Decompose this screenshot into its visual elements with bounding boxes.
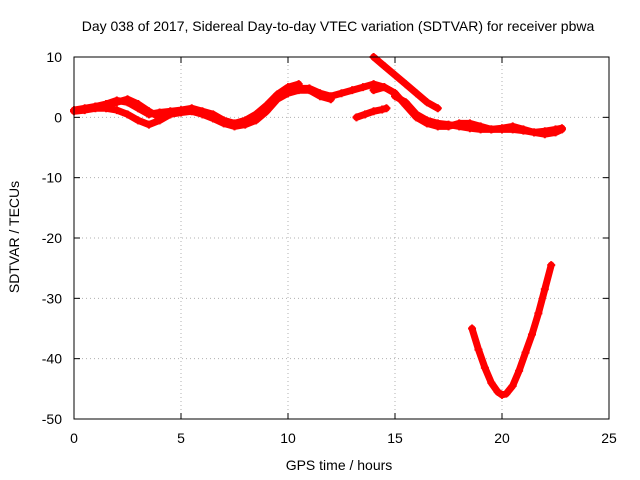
data-point bbox=[80, 106, 89, 115]
data-point bbox=[219, 118, 228, 127]
series-arc-8 bbox=[468, 261, 555, 399]
data-point bbox=[348, 86, 357, 95]
data-point bbox=[530, 128, 539, 137]
data-point bbox=[273, 94, 282, 103]
data-point bbox=[337, 89, 346, 98]
data-point bbox=[540, 285, 549, 294]
data-point bbox=[547, 261, 556, 270]
axis-ticks: 0 5 10 15 20 25 10 0 -10 -20 -30 -40 -50 bbox=[42, 49, 617, 446]
data-point bbox=[102, 101, 111, 110]
y-tick-label: -10 bbox=[42, 170, 62, 186]
data-point bbox=[382, 104, 391, 113]
grid bbox=[74, 57, 609, 419]
y-tick-label: 0 bbox=[54, 109, 62, 125]
data-point bbox=[230, 120, 239, 129]
data-point bbox=[412, 89, 421, 98]
y-axis-label: SDTVAR / TECUs bbox=[6, 181, 22, 293]
data-point bbox=[519, 125, 528, 134]
data-point bbox=[498, 124, 506, 133]
data-point bbox=[444, 120, 453, 129]
data-point bbox=[284, 87, 292, 96]
data-point bbox=[112, 98, 121, 107]
data-point bbox=[177, 107, 185, 116]
data-point bbox=[112, 106, 121, 115]
data-point bbox=[241, 118, 250, 127]
data-point bbox=[380, 62, 389, 71]
data-point bbox=[557, 125, 566, 134]
data-point bbox=[352, 113, 361, 122]
x-axis-label: GPS time / hours bbox=[286, 457, 393, 473]
x-tick-label: 15 bbox=[387, 430, 403, 446]
data-point bbox=[480, 363, 489, 372]
data-point bbox=[433, 104, 442, 113]
x-tick-label: 0 bbox=[70, 430, 78, 446]
data-point bbox=[487, 125, 496, 134]
data-point bbox=[540, 130, 549, 139]
data-point bbox=[391, 71, 399, 80]
data-point bbox=[361, 110, 370, 119]
data-point bbox=[487, 378, 496, 387]
data-point bbox=[251, 113, 260, 122]
data-point bbox=[134, 116, 143, 125]
data-point bbox=[187, 106, 196, 115]
data-point bbox=[262, 104, 271, 113]
y-tick-label: -50 bbox=[42, 411, 62, 427]
data-point bbox=[209, 113, 218, 122]
data-point bbox=[401, 80, 410, 89]
data-point bbox=[326, 92, 335, 101]
x-tick-label: 10 bbox=[280, 430, 296, 446]
data-point bbox=[433, 119, 442, 128]
data-point bbox=[369, 107, 378, 116]
data-point bbox=[123, 110, 132, 119]
data-point bbox=[378, 105, 387, 114]
data-point bbox=[144, 120, 153, 129]
x-tick-label: 20 bbox=[494, 430, 510, 446]
data-point bbox=[508, 381, 517, 390]
data-point bbox=[468, 324, 477, 333]
data-point bbox=[123, 95, 132, 104]
data-point bbox=[401, 98, 410, 107]
y-tick-label: 10 bbox=[46, 49, 62, 65]
data-series bbox=[70, 53, 566, 399]
data-point bbox=[551, 128, 560, 137]
y-tick-label: -20 bbox=[42, 230, 62, 246]
data-point bbox=[534, 309, 543, 318]
data-point bbox=[391, 92, 399, 101]
data-point bbox=[144, 107, 153, 116]
data-point bbox=[423, 116, 432, 125]
data-point bbox=[380, 83, 389, 92]
data-point bbox=[155, 113, 164, 122]
data-point bbox=[498, 390, 506, 399]
data-point bbox=[294, 84, 303, 93]
data-point bbox=[412, 110, 421, 119]
data-point bbox=[369, 86, 378, 95]
data-point bbox=[91, 102, 100, 111]
data-point bbox=[502, 389, 511, 398]
data-point bbox=[465, 124, 474, 133]
data-point bbox=[527, 330, 536, 339]
data-point bbox=[493, 387, 502, 396]
data-point bbox=[474, 345, 483, 354]
x-tick-label: 5 bbox=[177, 430, 185, 446]
data-point bbox=[521, 348, 530, 357]
x-tick-label: 25 bbox=[601, 430, 617, 446]
data-point bbox=[166, 110, 175, 119]
y-tick-label: -40 bbox=[42, 351, 62, 367]
data-point bbox=[305, 84, 314, 93]
data-point bbox=[134, 100, 143, 109]
data-point bbox=[316, 89, 325, 98]
data-point bbox=[508, 122, 517, 131]
data-point bbox=[358, 83, 367, 92]
chart-title: Day 038 of 2017, Sidereal Day-to-day VTE… bbox=[82, 18, 595, 34]
data-point bbox=[423, 98, 432, 107]
data-point bbox=[198, 108, 207, 117]
y-tick-label: -30 bbox=[42, 290, 62, 306]
data-point bbox=[476, 125, 485, 134]
data-point bbox=[455, 122, 464, 131]
data-point bbox=[515, 366, 524, 375]
